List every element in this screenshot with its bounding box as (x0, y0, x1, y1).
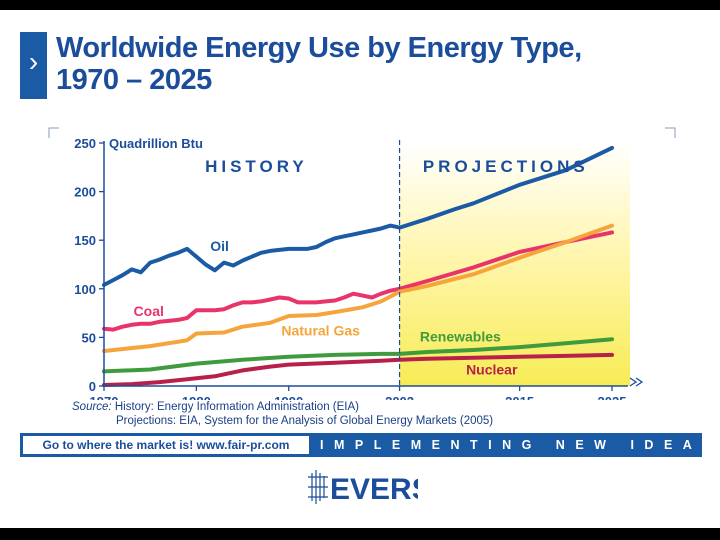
banner-link-text[interactable]: Go to where the market is! www.fair-pr.c… (23, 436, 309, 454)
source-label: Source: (72, 401, 112, 413)
frame-corner-tl (48, 127, 59, 138)
y-tick-label: 100 (74, 282, 96, 297)
x-tick-label: 2025 (598, 394, 627, 400)
frame-corner-tr (665, 127, 676, 138)
series-line-nuclear (102, 352, 614, 387)
series-line-renewables (102, 337, 614, 374)
series-line-oil (102, 145, 614, 287)
x-tick-label: 1990 (274, 394, 303, 400)
footer-banner: Go to where the market is! www.fair-pr.c… (20, 433, 711, 457)
source-history: History: Energy Information Administrati… (114, 401, 359, 413)
page-title: Worldwide Energy Use by Energy Type, 197… (56, 32, 582, 96)
series-label-natural-gas: Natural Gas (281, 322, 360, 338)
projections-label: PROJECTIONS (423, 157, 589, 176)
x-tick-label: 1980 (182, 394, 211, 400)
slide: › Worldwide Energy Use by Energy Type, 1… (0, 10, 720, 528)
logo-text: EVERS (330, 473, 418, 506)
history-label: HISTORY (205, 157, 308, 176)
y-tick-label: 0 (89, 379, 96, 394)
chevron-right-icon: › (20, 32, 47, 99)
y-axis-label: Quadrillion Btu (109, 136, 203, 151)
y-tick-label: 250 (74, 136, 96, 151)
y-tick-label: 50 (82, 330, 96, 345)
x-tick-label: 2015 (505, 394, 534, 400)
series-label-renewables: Renewables (420, 328, 501, 344)
evers-logo: EVERS (308, 470, 418, 506)
source-note: Source: History: Energy Information Admi… (72, 400, 493, 428)
x-tick-label: 1970 (90, 394, 119, 400)
banner-slogan: IMPLEMENTING NEW IDEAS (320, 438, 720, 452)
series-line-coal (102, 230, 614, 332)
y-tick-label: 200 (74, 185, 96, 200)
series-label-oil: Oil (210, 238, 229, 254)
series-label-nuclear: Nuclear (466, 361, 518, 377)
x-axis-arrow-icon (629, 377, 644, 387)
y-tick-label: 150 (74, 233, 96, 248)
source-projections: Projections: EIA, System for the Analysi… (116, 415, 494, 427)
series-label-coal: Coal (134, 303, 164, 319)
series-line-natural-gas (102, 223, 614, 353)
projection-region (399, 143, 630, 386)
